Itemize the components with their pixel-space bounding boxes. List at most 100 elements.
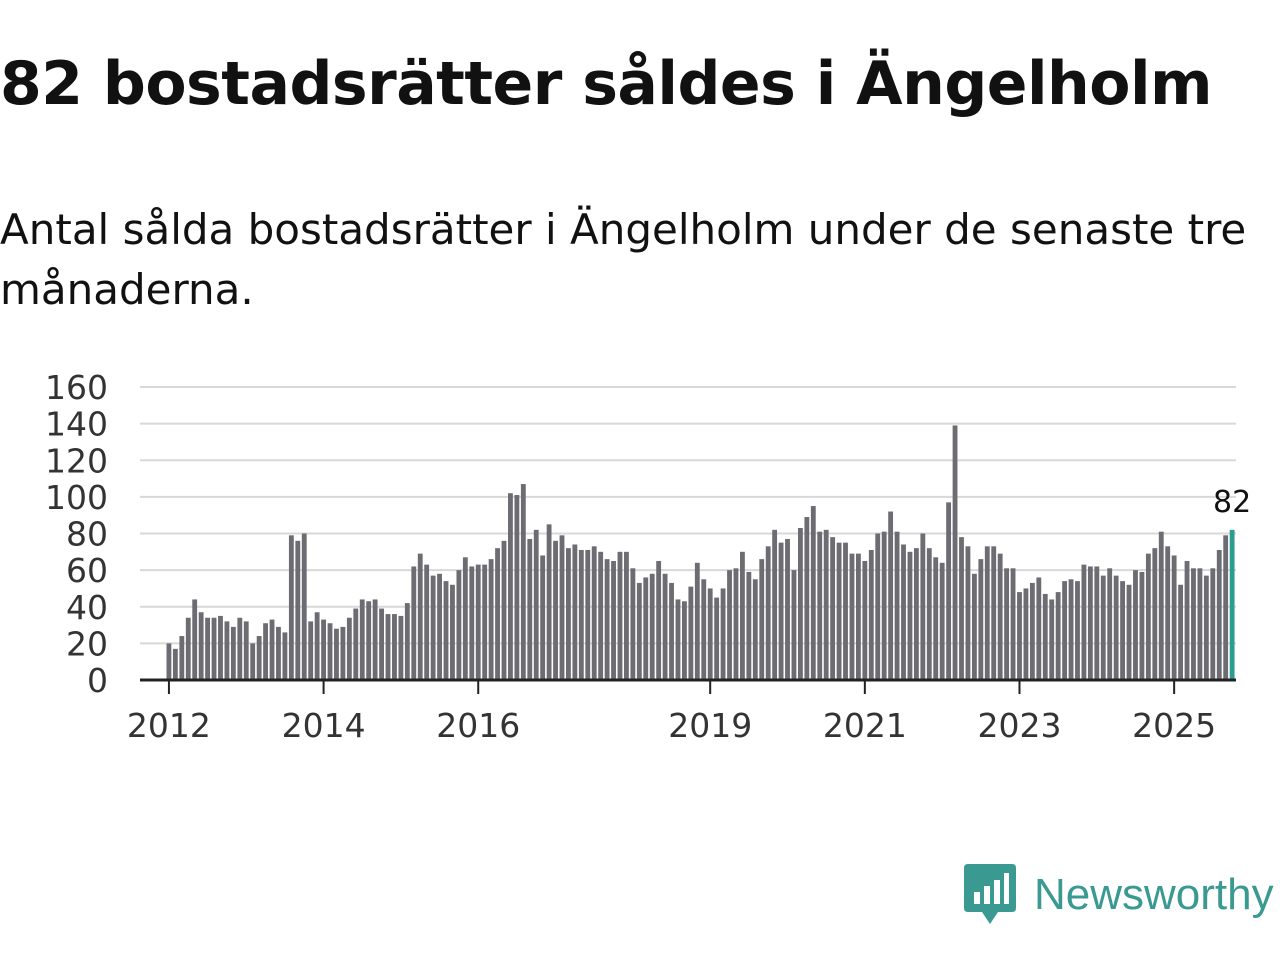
x-tick-label: 2014: [282, 706, 366, 745]
bar: [675, 599, 681, 680]
bar: [546, 524, 552, 680]
bar: [907, 551, 913, 680]
bar: [508, 493, 513, 680]
bar: [1087, 566, 1093, 680]
bar: [359, 599, 365, 680]
bar: [224, 621, 230, 680]
chart-title: 82 bostadsrätter såldes i Ängelholm: [0, 49, 1213, 119]
bar: [263, 623, 268, 680]
bar: [495, 548, 500, 680]
bar: [649, 573, 655, 680]
y-tick-label: 160: [45, 368, 108, 407]
bar: [1171, 555, 1177, 680]
bar: [759, 559, 765, 680]
bar: [578, 549, 584, 680]
bar: [334, 628, 339, 680]
bar: [810, 506, 816, 680]
highlight-bar: [1229, 529, 1235, 680]
bar: [843, 542, 848, 680]
bar: [1029, 582, 1035, 680]
bar: [1055, 592, 1061, 680]
bar: [559, 535, 565, 680]
bar: [765, 546, 771, 680]
x-tick-label: 2019: [668, 706, 752, 745]
brand-name: Newsworthy: [1034, 870, 1274, 919]
bar: [346, 617, 352, 680]
bar: [1158, 531, 1164, 680]
bar: [791, 570, 797, 681]
y-tick-label: 0: [87, 661, 108, 700]
x-tick-label: 2021: [823, 706, 907, 745]
bar: [514, 495, 520, 680]
bar: [714, 597, 720, 680]
bar: [1191, 568, 1196, 680]
data-labels: 82: [1213, 485, 1251, 520]
bar: [1197, 568, 1203, 680]
bar: [817, 531, 823, 680]
bar: [591, 546, 597, 680]
bar: [269, 619, 275, 680]
bar: [1036, 577, 1042, 680]
bar: [624, 551, 629, 680]
bar: [411, 566, 417, 680]
bar: [855, 553, 861, 680]
bar: [295, 540, 301, 680]
bar: [971, 573, 977, 680]
bar: [366, 601, 372, 680]
bar: [1081, 564, 1087, 680]
bar: [501, 540, 507, 680]
bar: [1152, 548, 1158, 680]
bar: [308, 621, 314, 680]
bar: [727, 570, 732, 681]
bar: [1017, 592, 1022, 680]
bar: [572, 544, 578, 680]
bar: [482, 564, 488, 680]
bar: [778, 542, 784, 680]
bar: [469, 566, 475, 680]
y-tick-label: 120: [45, 441, 108, 480]
bar: [823, 529, 829, 680]
bar: [720, 588, 726, 680]
bar: [205, 617, 211, 680]
bar: [682, 601, 687, 680]
bar: [450, 584, 455, 680]
x-tick-label: 2012: [127, 706, 211, 745]
grid-lines: [140, 386, 1236, 645]
last-value-label: 82: [1213, 485, 1251, 520]
brand-logo: Newsworthy: [964, 864, 1274, 926]
bar: [881, 531, 887, 680]
bar: [1042, 593, 1048, 680]
bars: [166, 425, 1235, 681]
bar: [991, 546, 997, 680]
bar: [997, 553, 1003, 680]
bar: [1165, 546, 1171, 680]
y-tick-label: 60: [66, 551, 108, 590]
bar: [933, 557, 939, 680]
bar: [1075, 581, 1080, 680]
bar: [926, 548, 932, 680]
bar: [430, 575, 436, 680]
y-tick-label: 140: [45, 405, 108, 444]
bar: [894, 531, 900, 680]
bar: [662, 573, 668, 680]
bar: [437, 573, 442, 680]
bar: [868, 549, 874, 680]
bar: [1139, 571, 1145, 680]
bar: [952, 425, 958, 680]
bar: [276, 626, 281, 680]
bar: [733, 568, 739, 680]
bar: [1068, 579, 1074, 680]
bar: [978, 559, 984, 680]
bar: [746, 571, 752, 680]
bar: [179, 636, 185, 680]
bar: [694, 562, 700, 680]
bar: [288, 535, 294, 680]
bar: [1062, 581, 1068, 680]
bar: [630, 568, 636, 680]
bar: [739, 551, 745, 680]
bar: [443, 581, 449, 680]
bar: [585, 549, 591, 680]
bar: [901, 544, 906, 680]
